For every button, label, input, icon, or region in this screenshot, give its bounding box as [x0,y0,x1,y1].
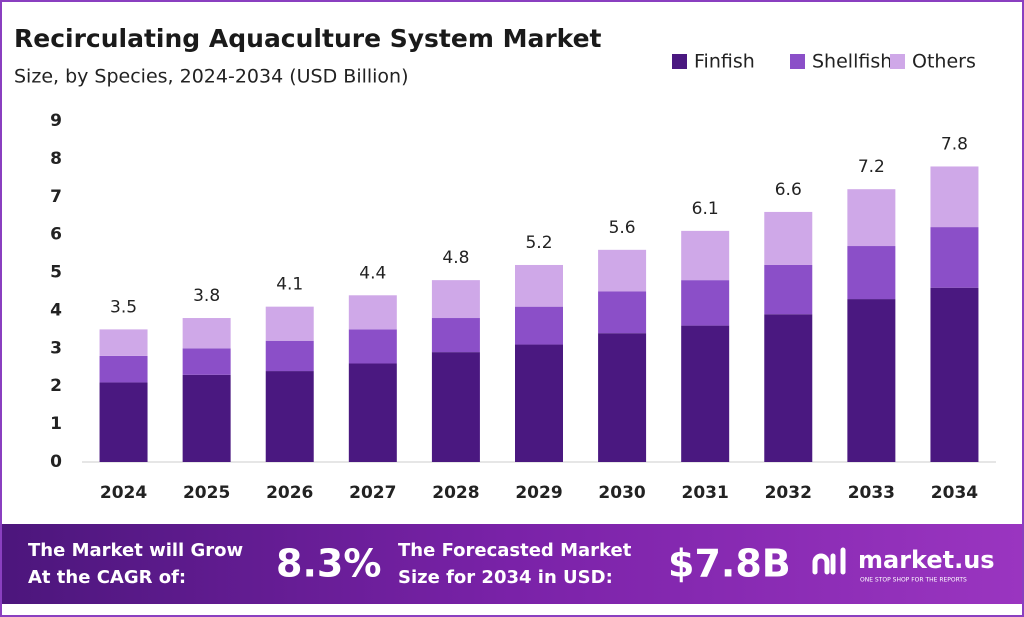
total-label: 4.1 [276,275,303,295]
x-tick-label: 2025 [183,483,230,503]
y-tick-label: 4 [50,300,62,320]
bar-segment [930,227,979,288]
y-tick-label: 6 [50,225,62,245]
legend-swatch [890,54,905,69]
bar-segment [431,352,480,462]
total-label: 5.2 [525,233,552,253]
brand: market.us [858,546,995,574]
forecast-label: Size for 2034 in USD: [398,567,613,588]
x-tick-label: 2029 [515,483,562,503]
bar-segment [515,306,563,345]
plot: 0 1 2 3 4 5 6 7 8 9 2024 3.5 2025 3.8 2026 4.1 2027 4.4 20… [50,111,996,503]
bar-segment [598,249,647,292]
bar-segment [265,340,314,372]
bar-segment [348,329,397,364]
bar-segment [265,306,314,341]
legend-label: Finfish [694,51,755,73]
y-tick-label: 8 [50,149,62,169]
legend-swatch [790,54,805,69]
bar-segment [515,344,563,462]
x-tick-label: 2034 [931,483,978,503]
total-label: 6.6 [775,180,802,200]
bar-segment [348,295,397,330]
legend-label: Shellfish [812,51,892,73]
bar-segment [431,280,480,319]
y-tick-label: 7 [50,187,62,207]
y-tick-label: 3 [50,338,62,358]
total-label: 3.8 [193,286,220,306]
bar-segment [764,211,813,265]
footer-band [2,524,1022,604]
bar-segment [681,280,730,326]
total-label: 4.8 [442,248,469,268]
y-tick-label: 9 [50,111,62,131]
total-label: 5.6 [609,218,636,238]
x-tick-label: 2026 [266,483,313,503]
legend-label: Others [912,51,976,73]
x-tick-label: 2030 [598,483,645,503]
forecast-value: $7.8B [668,542,791,586]
bar-segment [681,230,730,281]
legend-swatch [672,54,687,69]
bar-segment [99,355,148,383]
x-tick-label: 2028 [432,483,479,503]
y-tick-label: 2 [50,376,62,396]
total-label: 7.8 [941,134,968,154]
bar-segment [847,299,896,462]
bar-segment [847,246,896,300]
bar-segment [764,314,813,462]
x-tick-label: 2033 [848,483,895,503]
forecast-label: The Forecasted Market [398,540,632,561]
x-tick-label: 2032 [765,483,812,503]
bar-segment [598,291,647,334]
bar-segment [515,264,563,307]
cagr-value: 8.3% [276,542,381,586]
bar-segment [598,333,647,462]
total-label: 6.1 [692,199,719,219]
bar-segment [265,371,314,462]
cagr-label: At the CAGR of: [28,567,186,588]
bar-segment [930,287,979,462]
tagline: ONE STOP SHOP FOR THE REPORTS [860,577,967,584]
bar-segment [681,325,730,462]
bar-segment [348,363,397,462]
y-tick-label: 5 [50,263,62,283]
x-tick-label: 2024 [100,483,147,503]
x-tick-label: 2027 [349,483,396,503]
chart-subtitle: Size, by Species, 2024-2034 (USD Billion… [14,66,409,88]
bar-segment [431,318,480,353]
total-label: 3.5 [110,297,137,317]
cagr-label: The Market will Grow [28,540,243,561]
chart-title: Recirculating Aquaculture System Market [14,24,602,53]
bar-segment [99,382,148,462]
bar-segment [847,189,896,247]
bar-segment [182,348,231,375]
total-label: 4.4 [359,263,386,283]
bar-segment [764,264,813,315]
bar-segment [99,329,148,356]
bar-segment [930,166,979,228]
bar-segment [182,318,231,349]
y-tick-label: 1 [50,414,62,434]
y-tick-label: 0 [50,452,62,472]
total-label: 7.2 [858,157,885,177]
bar-segment [182,374,231,462]
x-tick-label: 2031 [682,483,729,503]
legend: Finfish Shellfish Others [672,51,976,73]
brand-logo [812,547,846,575]
